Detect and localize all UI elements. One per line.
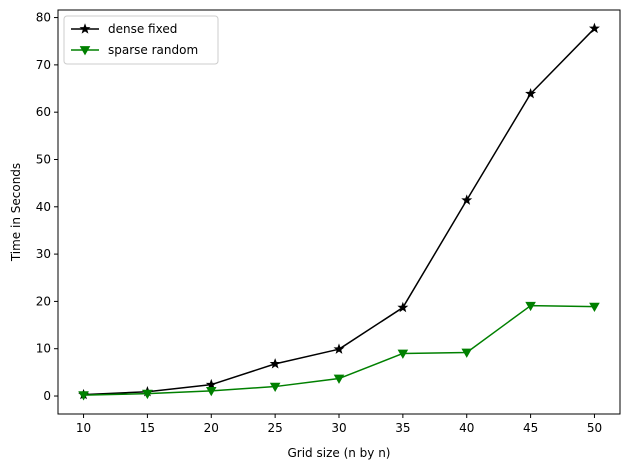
legend-marker-shape (79, 46, 91, 56)
data-point-sparse-random (461, 348, 473, 358)
y-axis-ticks: 0 10 20 30 40 50 60 70 80 (36, 11, 58, 403)
x-tick-label: 50 (587, 421, 602, 435)
y-tick-label: 30 (36, 247, 51, 261)
legend-box (63, 15, 219, 65)
legend-entry-dense-fixed: dense fixed (71, 22, 177, 36)
legend: dense fixed sparse random (63, 15, 219, 65)
series-layer (78, 22, 600, 401)
y-tick-label: 80 (36, 11, 51, 25)
legend-marker-shape (79, 23, 91, 34)
x-tick-label: 10 (76, 421, 91, 435)
x-tick-label: 25 (267, 421, 282, 435)
y-tick-label: 70 (36, 58, 51, 72)
x-axis-ticks: 10 15 20 25 30 35 40 45 50 (76, 414, 602, 435)
legend-marker-sparse-random (79, 46, 91, 56)
legend-marker-dense-fixed (79, 23, 91, 34)
data-point-sparse-random (78, 391, 89, 401)
y-tick-label: 40 (36, 200, 51, 214)
data-point-dense-fixed (588, 22, 600, 34)
data-point-dense-fixed (461, 194, 473, 205)
legend-label-dense-fixed: dense fixed (108, 22, 177, 36)
data-point-dense-fixed (397, 301, 409, 313)
data-point-dense-fixed (525, 87, 537, 99)
data-point-sparse-random (205, 386, 217, 397)
y-tick-label: 0 (43, 389, 51, 403)
y-tick-label: 60 (36, 105, 51, 119)
x-axis-label: Grid size (n by n) (287, 446, 390, 460)
data-point-sparse-random (142, 389, 153, 400)
legend-label-sparse-random: sparse random (108, 43, 198, 57)
data-point-sparse-random (397, 349, 409, 359)
y-tick-label: 10 (36, 342, 51, 356)
data-point-dense-fixed (205, 378, 217, 390)
y-tick-label: 50 (36, 152, 51, 166)
x-tick-label: 20 (204, 421, 219, 435)
x-tick-label: 35 (395, 421, 410, 435)
data-point-sparse-random (589, 302, 600, 313)
data-point-sparse-random (333, 374, 345, 384)
y-tick-label: 20 (36, 294, 51, 308)
data-point-dense-fixed (269, 358, 281, 369)
data-point-sparse-random (525, 301, 536, 312)
x-tick-label: 45 (523, 421, 538, 435)
data-point-dense-fixed (333, 343, 345, 354)
x-tick-label: 15 (140, 421, 155, 435)
x-tick-label: 40 (459, 421, 474, 435)
series-sparse-random (78, 301, 600, 401)
legend-entry-sparse-random: sparse random (71, 43, 198, 57)
data-point-sparse-random (269, 382, 281, 392)
x-tick-label: 30 (331, 421, 346, 435)
y-axis-label: Time in Seconds (9, 163, 23, 262)
